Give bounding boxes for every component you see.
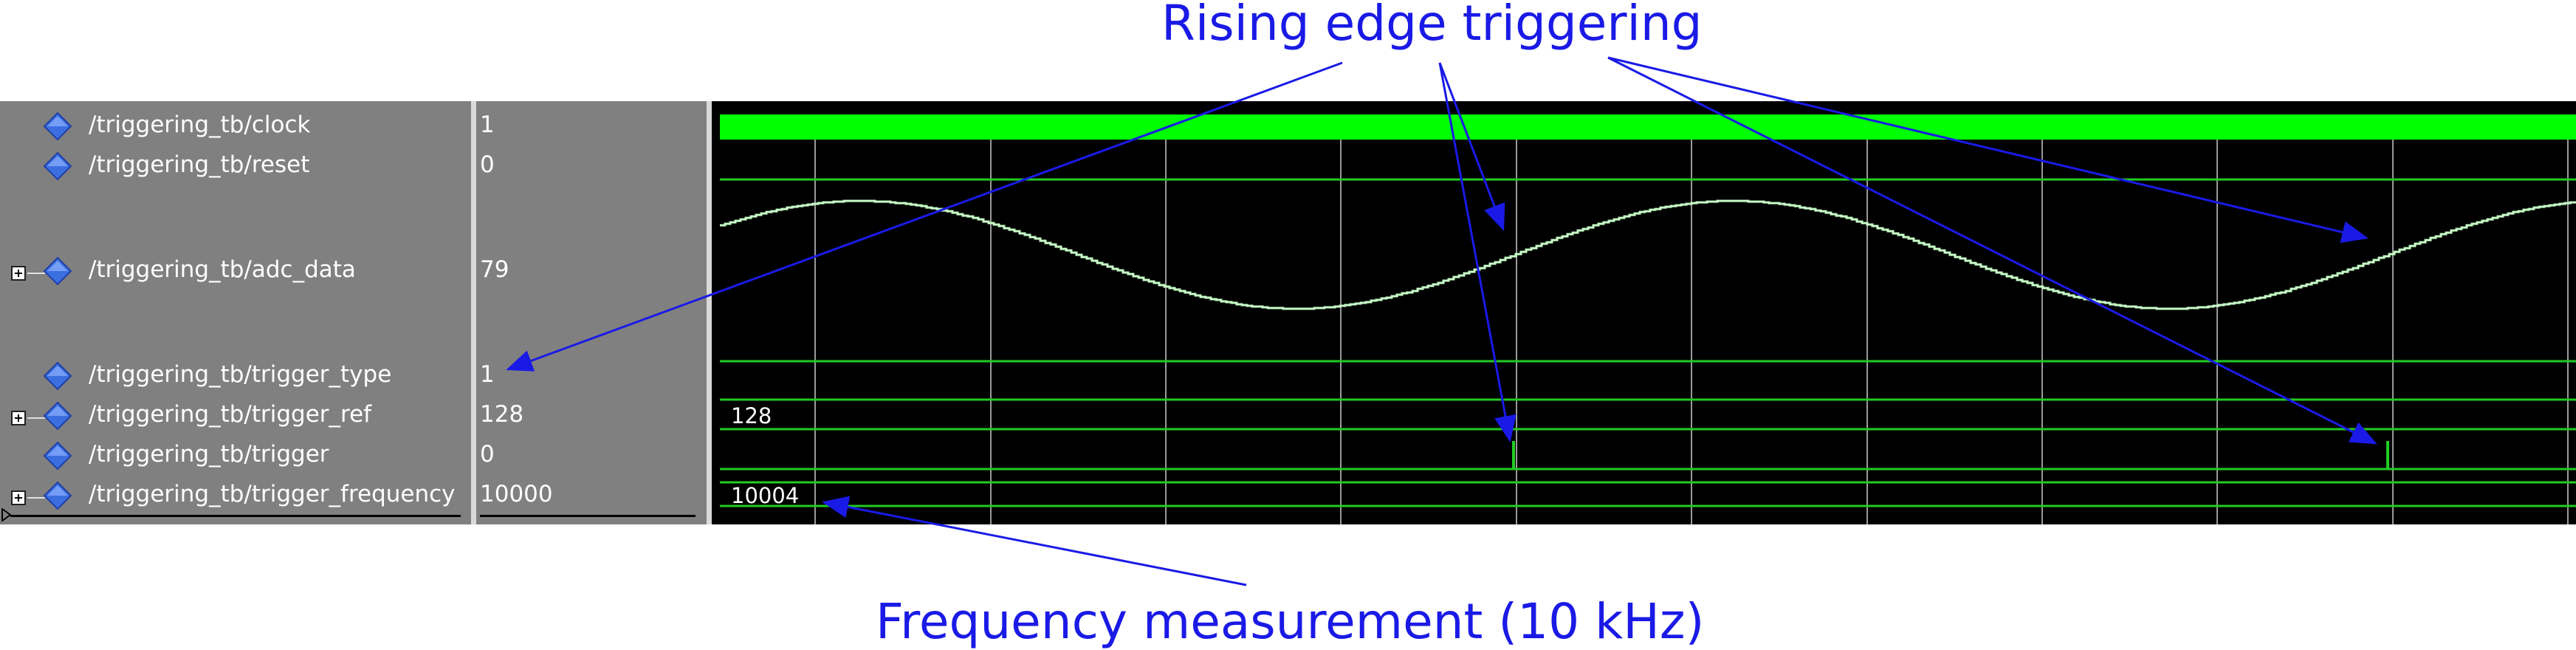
blue-diamond-icon xyxy=(43,361,72,391)
signal-row-trigger-type[interactable]: /triggering_tb/trigger_type xyxy=(0,360,471,391)
waveform-panel[interactable]: 128 10004 xyxy=(712,101,2576,524)
signal-row-trigger-ref[interactable]: /triggering_tb/trigger_ref xyxy=(0,400,471,431)
signal-row-trigger-frequency[interactable]: /triggering_tb/trigger_frequency xyxy=(0,479,471,510)
signal-name: /triggering_tb/trigger_type xyxy=(89,361,392,388)
signal-value-adc-data: 79 xyxy=(480,256,509,283)
tree-connector xyxy=(27,497,45,499)
annotation-rising-edge: Rising edge triggering xyxy=(1161,0,1703,52)
blue-diamond-icon xyxy=(43,112,72,141)
blue-diamond-icon xyxy=(43,481,72,510)
adc-data-waveform xyxy=(720,199,2576,310)
signal-row-clock[interactable]: /triggering_tb/clock xyxy=(0,110,471,141)
signal-row-trigger[interactable]: /triggering_tb/trigger xyxy=(0,439,471,471)
waveform-canvas: 128 10004 xyxy=(720,114,2576,524)
blue-diamond-icon xyxy=(43,401,72,431)
panel-divider[interactable] xyxy=(471,101,476,524)
signal-name: /triggering_tb/trigger_ref xyxy=(89,401,372,428)
signal-value-trigger-ref: 128 xyxy=(480,401,524,428)
signal-name: /triggering_tb/reset xyxy=(89,151,310,178)
signal-value-reset: 0 xyxy=(480,151,495,178)
blue-diamond-icon xyxy=(43,151,72,181)
signal-name: /triggering_tb/trigger_frequency xyxy=(89,481,456,507)
tree-end-marker-icon xyxy=(1,508,12,521)
blue-diamond-icon xyxy=(43,441,72,471)
trigger-frequency-bus-label: 10004 xyxy=(731,483,799,508)
blue-diamond-icon xyxy=(43,256,72,286)
signal-name: /triggering_tb/trigger xyxy=(89,441,329,468)
plus-box-icon[interactable] xyxy=(11,266,26,281)
signal-value-trigger-type: 1 xyxy=(480,361,495,388)
values-bottom-line xyxy=(480,515,695,517)
clock-waveform xyxy=(720,114,2576,140)
trigger-ref-bus-label: 128 xyxy=(731,403,772,428)
tree-connector xyxy=(27,273,45,274)
plus-box-icon[interactable] xyxy=(11,490,26,505)
tree-bottom-line xyxy=(10,515,461,517)
tree-connector xyxy=(27,417,45,419)
time-grid xyxy=(814,140,2569,524)
signal-row-adc-data[interactable]: /triggering_tb/adc_data xyxy=(0,255,471,286)
annotation-frequency: Frequency measurement (10 kHz) xyxy=(876,593,1705,650)
signal-value-trigger-frequency: 10000 xyxy=(480,481,553,507)
signal-value-trigger: 0 xyxy=(480,441,495,468)
panel-divider[interactable] xyxy=(707,101,712,524)
signal-names-panel: /triggering_tb/clock /triggering_tb/rese… xyxy=(0,101,471,524)
signal-name: /triggering_tb/adc_data xyxy=(89,256,356,283)
signal-name: /triggering_tb/clock xyxy=(89,112,311,138)
plus-box-icon[interactable] xyxy=(11,411,26,425)
signal-values-panel xyxy=(476,101,707,524)
signal-row-reset[interactable]: /triggering_tb/reset xyxy=(0,150,471,181)
signal-value-clock: 1 xyxy=(480,112,495,138)
